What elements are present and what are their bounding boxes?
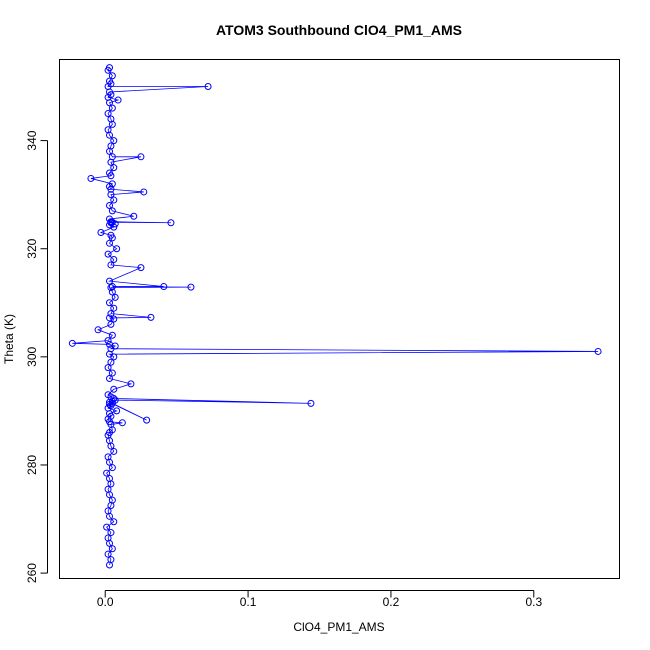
data-point (106, 169, 113, 177)
data-point (106, 215, 113, 223)
data-point (104, 534, 112, 542)
data-point (160, 283, 168, 291)
data-point (110, 385, 118, 393)
data-point (110, 304, 118, 312)
x-axis: 0.0 0.1 0.2 0.3 (97, 590, 542, 609)
data-point (167, 219, 175, 227)
y-tick-label: 340 (25, 130, 39, 150)
data-point (104, 453, 112, 461)
data-point (108, 180, 116, 188)
plot-area (68, 64, 602, 569)
data-point (108, 104, 116, 112)
data-point (108, 545, 116, 553)
data-point (307, 399, 315, 407)
data-point (107, 191, 115, 199)
data-point (118, 419, 126, 427)
data-point (106, 340, 113, 348)
data-point (104, 507, 112, 515)
data-point (106, 314, 113, 322)
data-point (110, 518, 118, 526)
data-point (106, 299, 113, 307)
x-tick-label: 0.2 (383, 595, 400, 609)
data-point (204, 83, 212, 91)
y-tick-label: 300 (25, 347, 39, 367)
y-tick-label: 280 (25, 455, 39, 475)
plot-frame (59, 59, 620, 579)
data-point (108, 288, 116, 296)
data-point (104, 364, 112, 372)
data-point (143, 416, 151, 424)
data-point (140, 188, 148, 196)
data-point (108, 464, 116, 472)
data-point (114, 96, 122, 104)
data-point (68, 339, 76, 347)
y-axis-label: Theta (K) (2, 314, 16, 364)
data-point (106, 474, 113, 482)
data-point (108, 153, 116, 161)
y-tick-label: 260 (25, 563, 39, 583)
data-point (103, 523, 111, 531)
data-point (110, 315, 118, 323)
data-point (108, 72, 116, 80)
data-point (110, 256, 118, 264)
data-point (107, 320, 115, 328)
data-point (108, 283, 116, 291)
data-point (106, 201, 113, 209)
data-point (87, 174, 95, 182)
data-point (137, 264, 145, 272)
data-point (113, 245, 121, 253)
data-point (110, 164, 118, 172)
data-point (104, 126, 112, 134)
data-point (107, 115, 115, 123)
data-point (110, 447, 118, 455)
data-point (111, 293, 119, 301)
y-axis: 260 280 300 320 340 (25, 130, 48, 583)
data-point (94, 326, 102, 334)
data-point (104, 391, 112, 399)
data-point (106, 77, 113, 85)
data-point (110, 196, 118, 204)
data-point (107, 261, 115, 269)
y-tick-label: 320 (25, 238, 39, 258)
data-point (108, 369, 116, 377)
data-point (108, 496, 116, 504)
data-point (594, 347, 602, 355)
data-point (187, 283, 195, 291)
data-point (107, 358, 115, 366)
data-point (104, 485, 112, 493)
data-point (107, 556, 115, 564)
x-axis-label: ClO4_PM1_AMS (293, 620, 384, 634)
chart-title: ATOM3 Southbound ClO4_PM1_AMS (216, 22, 462, 38)
data-point (106, 64, 113, 72)
data-point (106, 277, 113, 285)
data-point (107, 310, 115, 318)
data-point (107, 284, 115, 292)
series-line (72, 67, 599, 566)
data-point (107, 231, 115, 239)
x-tick-label: 0.3 (525, 595, 542, 609)
data-point (103, 469, 111, 477)
data-point (104, 550, 112, 558)
data-point (104, 250, 112, 258)
data-point (110, 137, 118, 145)
data-point (130, 212, 138, 220)
data-point (113, 407, 121, 415)
data-point (104, 110, 112, 118)
data-point (147, 313, 155, 321)
data-point (108, 331, 116, 339)
data-point (108, 207, 116, 215)
data-point (127, 380, 135, 388)
data-point (106, 374, 113, 382)
data-point (106, 239, 113, 247)
x-tick-label: 0.1 (240, 595, 257, 609)
data-point (104, 337, 112, 345)
x-tick-label: 0.0 (97, 595, 114, 609)
data-point (107, 142, 115, 150)
data-point (137, 153, 145, 161)
data-point (107, 529, 115, 537)
data-point (97, 229, 105, 236)
